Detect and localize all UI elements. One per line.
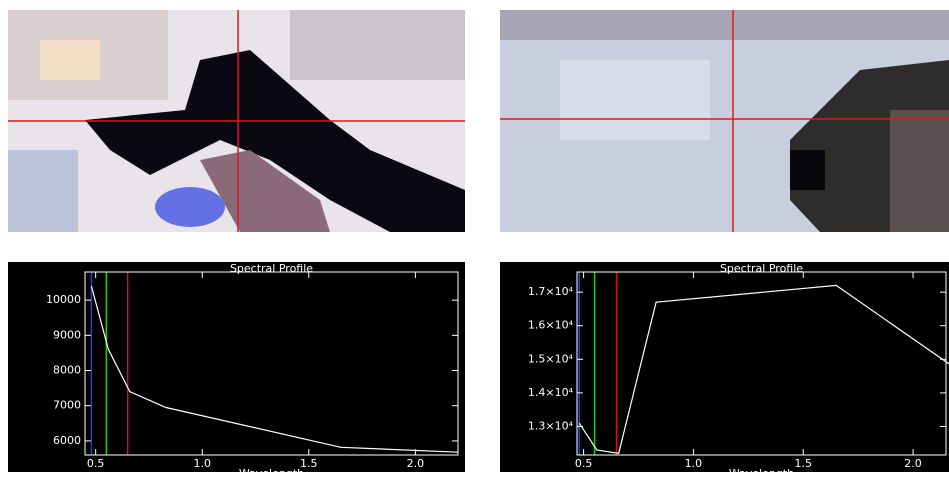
y-tick-label: 1.7×10⁴ (528, 285, 574, 298)
y-tick-label: 1.3×10⁴ (528, 419, 574, 432)
x-tick-label: 0.5 (87, 457, 105, 470)
x-axis-label: Wavelength (729, 467, 794, 480)
y-tick-label: 6000 (53, 434, 81, 447)
y-tick-label: 9000 (53, 328, 81, 341)
right-image (500, 10, 949, 232)
x-axis-label: Wavelength (239, 467, 304, 480)
x-tick-label: 2.0 (407, 457, 425, 470)
chart-title: Spectral Profile (720, 262, 803, 275)
y-tick-label: 1.4×10⁴ (528, 386, 574, 399)
chart-title: Spectral Profile (230, 262, 313, 275)
left-image (8, 10, 465, 232)
x-tick-label: 0.5 (575, 457, 593, 470)
y-tick-label: 10000 (46, 293, 81, 306)
x-tick-label: 2.0 (904, 457, 922, 470)
y-tick-label: 1.5×10⁴ (528, 352, 574, 365)
x-tick-label: 1.0 (193, 457, 211, 470)
y-tick-label: 7000 (53, 399, 81, 412)
y-tick-label: 1.6×10⁴ (528, 319, 574, 332)
x-tick-label: 1.5 (794, 457, 812, 470)
screen: 6000 7000 8000 9000 10000 0.5 1.0 1.5 2.0 Spectra… (0, 0, 949, 481)
x-tick-label: 1.0 (685, 457, 703, 470)
y-tick-label: 8000 (53, 364, 81, 377)
